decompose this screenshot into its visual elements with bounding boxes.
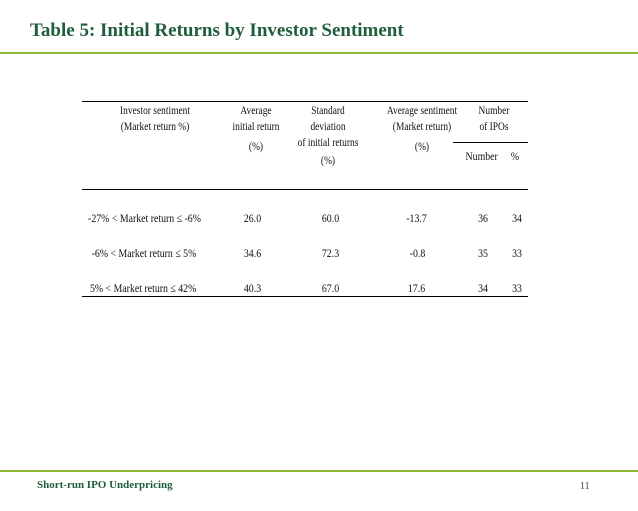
header-average-initial-return: Average initial return (%) xyxy=(226,103,285,155)
header-text: (%) xyxy=(414,141,430,153)
header-text: (%) xyxy=(248,141,264,153)
row-number: 35 xyxy=(478,246,488,260)
subheader-number: Number xyxy=(465,149,498,163)
header-text: (%) xyxy=(320,155,336,167)
row-sentiment: 5% < Market return ≤ 42% xyxy=(89,281,197,295)
header-text: Average xyxy=(240,105,272,117)
row-number: 36 xyxy=(478,211,488,225)
table-top-border xyxy=(82,101,528,102)
row-average-return: 40.3 xyxy=(243,281,262,295)
header-text: of IPOs xyxy=(479,121,509,133)
row-std-dev: 60.0 xyxy=(321,211,340,225)
row-percent: 34 xyxy=(512,211,522,225)
header-standard-deviation: Standard deviation of initial returns (%… xyxy=(289,103,368,169)
footer-text: Short-run IPO Underpricing xyxy=(37,479,173,491)
row-average-sentiment: -13.7 xyxy=(406,211,427,225)
header-text: Average sentiment xyxy=(386,105,458,117)
header-text: Investor sentiment xyxy=(120,105,190,117)
row-percent: 33 xyxy=(512,246,522,260)
header-bottom-border xyxy=(82,189,528,190)
row-std-dev: 67.0 xyxy=(321,281,340,295)
row-average-return: 26.0 xyxy=(243,211,262,225)
sentiment-table: Investor sentiment (Market return %) Ave… xyxy=(82,101,528,297)
number-subheader-rule xyxy=(453,142,528,143)
header-text: (Market return %) xyxy=(120,121,190,133)
header-text: (Market return) xyxy=(392,121,452,133)
row-average-sentiment: 17.6 xyxy=(407,281,426,295)
slide-title: Table 5: Initial Returns by Investor Sen… xyxy=(30,20,404,41)
header-text: deviation xyxy=(310,121,346,133)
subheader-percent: % xyxy=(510,149,520,163)
header-number-of-ipos: Number of IPOs xyxy=(466,103,522,135)
header-text: Number xyxy=(478,105,510,117)
page-number: 11 xyxy=(580,481,590,492)
footer-divider xyxy=(0,470,638,472)
row-number: 34 xyxy=(478,281,488,295)
title-divider xyxy=(0,52,638,54)
row-average-sentiment: -0.8 xyxy=(409,246,426,260)
header-text: initial return xyxy=(232,121,280,133)
table-bottom-border xyxy=(82,296,528,297)
row-sentiment: -6% < Market return ≤ 5% xyxy=(91,246,197,260)
row-average-return: 34.6 xyxy=(243,246,262,260)
header-investor-sentiment: Investor sentiment (Market return %) xyxy=(102,103,209,135)
row-std-dev: 72.3 xyxy=(321,246,340,260)
header-text: of initial returns xyxy=(297,137,359,149)
row-sentiment: -27% < Market return ≤ -6% xyxy=(88,211,201,225)
header-average-sentiment: Average sentiment (Market return) (%) xyxy=(381,103,463,155)
header-text: Standard xyxy=(311,105,345,117)
row-percent: 33 xyxy=(512,281,522,295)
